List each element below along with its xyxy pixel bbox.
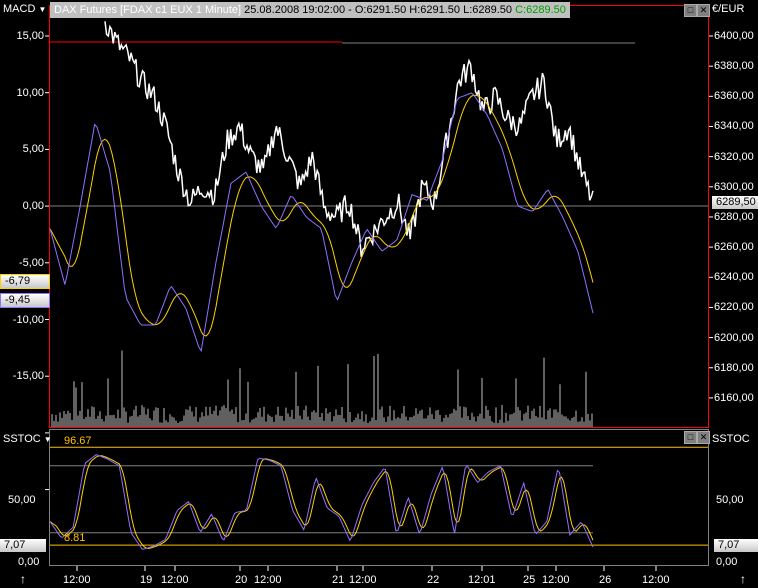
price-tick: 6260,00 — [714, 241, 754, 254]
macd-value-flag: -9,45 — [0, 293, 50, 308]
price-tick: 6180,00 — [714, 361, 754, 374]
price-tick: 6280,00 — [714, 210, 754, 223]
time-tick: 12:00 — [254, 574, 282, 586]
price-tick: 6160,00 — [714, 391, 754, 404]
price-tick: 6380,00 — [714, 60, 754, 73]
time-tick: 21 — [332, 574, 345, 586]
stoch-value-flag-right: 7,07 — [714, 539, 758, 552]
signal-line — [49, 94, 594, 337]
upper-level-label: 96.67 — [64, 435, 92, 447]
macd-tick: 15,00 — [16, 30, 44, 42]
close-value: C:6289.50 — [515, 4, 566, 16]
price-line — [104, 21, 594, 257]
time-tick: 19 — [140, 574, 153, 586]
time-tick: 12:01 — [468, 574, 496, 586]
macd-tick: -15,00 — [12, 370, 44, 383]
instrument-title: DAX Futures [FDAX c1 EUX 1 Minute] — [54, 4, 242, 16]
arrow-up-icon[interactable]: ↑ — [20, 572, 26, 586]
stoch-right-tick: 50,00 — [716, 494, 744, 506]
time-tick: 12:00 — [542, 574, 570, 586]
stoch-fast-line — [49, 454, 594, 550]
macd-tick: 5,00 — [22, 143, 44, 156]
bottom-pane-border — [49, 429, 709, 566]
time-tick: 22 — [427, 574, 440, 586]
price-tick: 6240,00 — [714, 271, 754, 284]
currency-label: €/EUR — [712, 3, 745, 15]
time-tick: 25 — [523, 574, 536, 586]
macd-tick: -5,00 — [18, 256, 44, 269]
maximize-icon[interactable]: □ — [684, 431, 697, 444]
macd-line — [49, 92, 594, 353]
time-tick: 12:00 — [63, 574, 91, 586]
time-tick: 12:00 — [161, 574, 189, 586]
triangle-down-icon[interactable]: ▼ — [38, 5, 47, 14]
lower-level-label: 8.81 — [64, 532, 86, 544]
stoch-slow-line — [49, 455, 594, 550]
close-icon[interactable]: ✕ — [697, 4, 710, 17]
price-tick: 6300,00 — [714, 180, 754, 193]
macd-tick: -10,00 — [12, 313, 44, 326]
price-tick: 6400,00 — [714, 30, 754, 42]
triangle-down-icon[interactable]: ▼ — [43, 435, 52, 444]
close-icon[interactable]: ✕ — [697, 431, 710, 444]
stoch-left-tick: 0,00 — [18, 556, 40, 568]
price-tick: 6340,00 — [714, 120, 754, 133]
price-value-flag: 6289,50 — [712, 196, 758, 209]
price-tick: 6320,00 — [714, 150, 754, 163]
time-tick: 12:00 — [349, 574, 377, 586]
price-tick: 6360,00 — [714, 90, 754, 103]
macd-indicator-label[interactable]: MACD ▼ — [3, 3, 46, 16]
macd-label-text: MACD — [3, 3, 36, 15]
stoch-right-tick: 0,00 — [716, 556, 738, 568]
ohlc-info: 25.08.2008 19:02:00 - O:6291.50 H:6291.5… — [244, 4, 513, 16]
top-pane-border — [49, 5, 709, 428]
macd-tick: 0,00 — [22, 200, 44, 213]
arrow-up-icon[interactable]: ↑ — [740, 572, 746, 586]
signal-value-flag: -6,79 — [0, 274, 50, 289]
stoch-left-tick: 50,00 — [8, 494, 36, 506]
price-tick: 6220,00 — [714, 301, 754, 314]
price-tick: 6200,00 — [714, 331, 754, 344]
sstoc-indicator-label[interactable]: SSTOC ▼ — [3, 433, 52, 446]
chart-header: DAX Futures [FDAX c1 EUX 1 Minute] 25.08… — [50, 2, 570, 18]
stoch-value-flag-left: 7,07 — [0, 539, 46, 552]
time-tick: 26 — [599, 574, 612, 586]
time-tick: 20 — [235, 574, 248, 586]
sstoc-label-text: SSTOC — [3, 433, 41, 445]
maximize-icon[interactable]: □ — [684, 4, 697, 17]
sstoc-right-label: SSTOC — [712, 433, 750, 445]
time-tick: 12:00 — [642, 574, 670, 586]
macd-tick: 10,00 — [16, 86, 44, 99]
